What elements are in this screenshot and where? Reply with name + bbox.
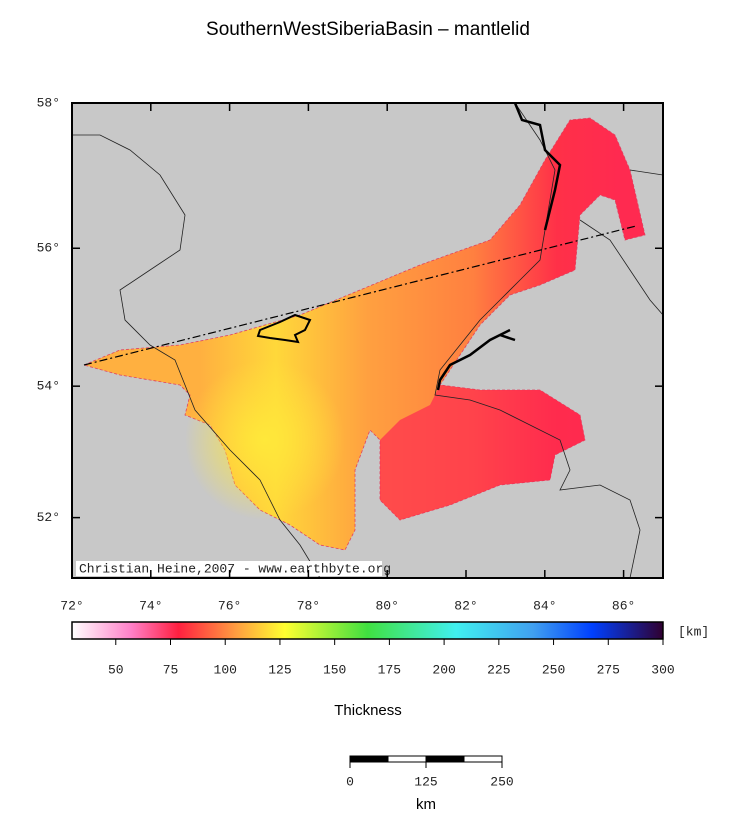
scalebar-segment [425,755,465,763]
colorbar-tick-label: 50 [108,662,124,677]
x-tick-label: 86° [612,598,635,613]
x-tick-label: 80° [375,598,398,613]
colorbar-tick-label: 100 [214,662,237,677]
thin-area [185,350,345,530]
y-tick-label: 56° [37,241,60,256]
y-tick-label: 54° [37,379,60,394]
map-frame [71,102,664,579]
credit: Christian Heine,2007 - www.earthbyte.org [79,561,391,576]
y-tick-label: 52° [37,510,60,525]
profile-line [83,225,637,366]
title: SouthernWestSiberiaBasin – mantlelid [206,19,530,40]
colorbar-tick-label: 125 [268,662,291,677]
scalebar-tick-label: 250 [490,774,513,789]
scalebar-tick-label: 125 [414,774,437,789]
colorbar-tick-label: 75 [163,662,179,677]
y-tick-label: 58° [37,95,60,110]
main-border [436,103,562,391]
colorbar-tick-label: 175 [378,662,401,677]
colorbar [71,621,664,640]
scalebar-segment [463,755,503,763]
x-tick-label: 78° [297,598,320,613]
colorbar-tick-label: 300 [651,662,674,677]
scalebar: 0 125 250 [346,755,514,789]
colorbar-tick-label: 225 [487,662,510,677]
x-tick-label: 84° [533,598,556,613]
borders [72,103,663,578]
scalebar-segment [349,755,389,763]
colorbar-tick-label: 275 [597,662,620,677]
x-tick-label: 74° [139,598,162,613]
x-tick-label: 72° [60,598,83,613]
scalebar-tick-label: 0 [346,774,354,789]
colorbar-label: Thickness [334,702,402,719]
map-area: Christian Heine,2007 - www.earthbyte.org [72,103,663,578]
colorbar-tick-label: 200 [432,662,455,677]
scalebar-unit: km [416,796,436,813]
colorbar-unit: [km] [678,624,709,639]
colorbar-tick-label: 250 [542,662,565,677]
lake [256,313,312,344]
x-tick-label: 76° [218,598,241,613]
scalebar-segment [387,755,427,763]
basin-south-red [380,385,585,520]
colorbar-tick-label: 150 [323,662,346,677]
credit-box [76,561,382,576]
x-tick-label: 82° [454,598,477,613]
